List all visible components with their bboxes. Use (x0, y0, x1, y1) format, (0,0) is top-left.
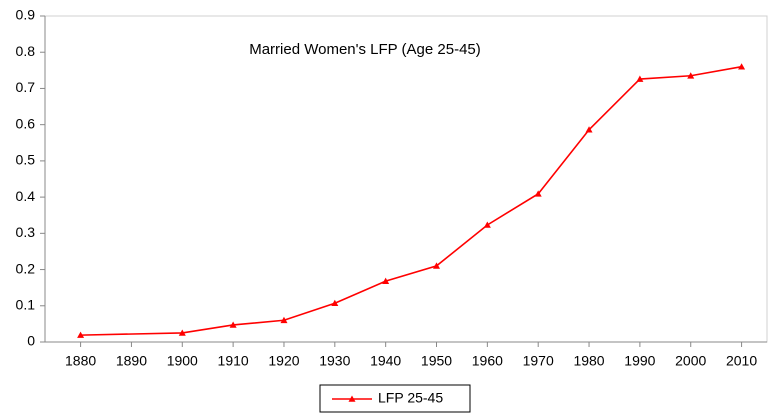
x-tick-label: 1960 (472, 353, 503, 369)
y-tick-label: 0.9 (16, 7, 36, 23)
data-point (636, 75, 644, 82)
chart-title: Married Women's LFP (Age 25-45) (249, 41, 481, 58)
data-line (80, 65, 742, 336)
plot-frame (44, 15, 768, 343)
y-tick-label: 0.8 (16, 43, 36, 59)
data-point (687, 72, 695, 79)
data-point (382, 277, 390, 284)
x-tick-label: 1890 (116, 353, 147, 369)
data-point (433, 262, 441, 269)
data-point (77, 331, 85, 338)
data-point (483, 221, 491, 228)
x-tick-label: 2010 (726, 353, 757, 369)
data-point (738, 63, 746, 70)
data-point (534, 190, 542, 197)
legend-marker (348, 395, 356, 402)
y-tick-label: 0.4 (16, 188, 36, 204)
x-tick-label: 1940 (370, 353, 401, 369)
x-tick-label: 1930 (319, 353, 350, 369)
data-point (280, 316, 288, 324)
y-tick-label: 0.3 (16, 224, 36, 240)
data-point (331, 299, 339, 307)
data-point (178, 329, 186, 336)
x-tick-label: 1990 (624, 353, 655, 369)
y-tick-label: 0.2 (16, 260, 36, 276)
y-tick-label: 0.1 (16, 296, 36, 312)
y-tick-label: 0.6 (16, 115, 36, 131)
data-point (229, 321, 237, 328)
y-tick-label: 0 (27, 333, 35, 349)
x-tick-label: 1900 (167, 353, 198, 369)
data-point (585, 126, 593, 133)
x-tick-label: 2000 (675, 353, 706, 369)
x-tick-label: 1920 (268, 353, 299, 369)
x-tick-label: 1910 (218, 353, 249, 369)
y-tick-label: 0.7 (16, 79, 36, 95)
x-tick-label: 1950 (421, 353, 452, 369)
legend-label: LFP 25-45 (378, 390, 443, 406)
y-tick-label: 0.5 (16, 152, 36, 168)
x-tick-label: 1980 (573, 353, 604, 369)
x-tick-label: 1970 (523, 353, 554, 369)
x-tick-label: 1880 (65, 353, 96, 369)
